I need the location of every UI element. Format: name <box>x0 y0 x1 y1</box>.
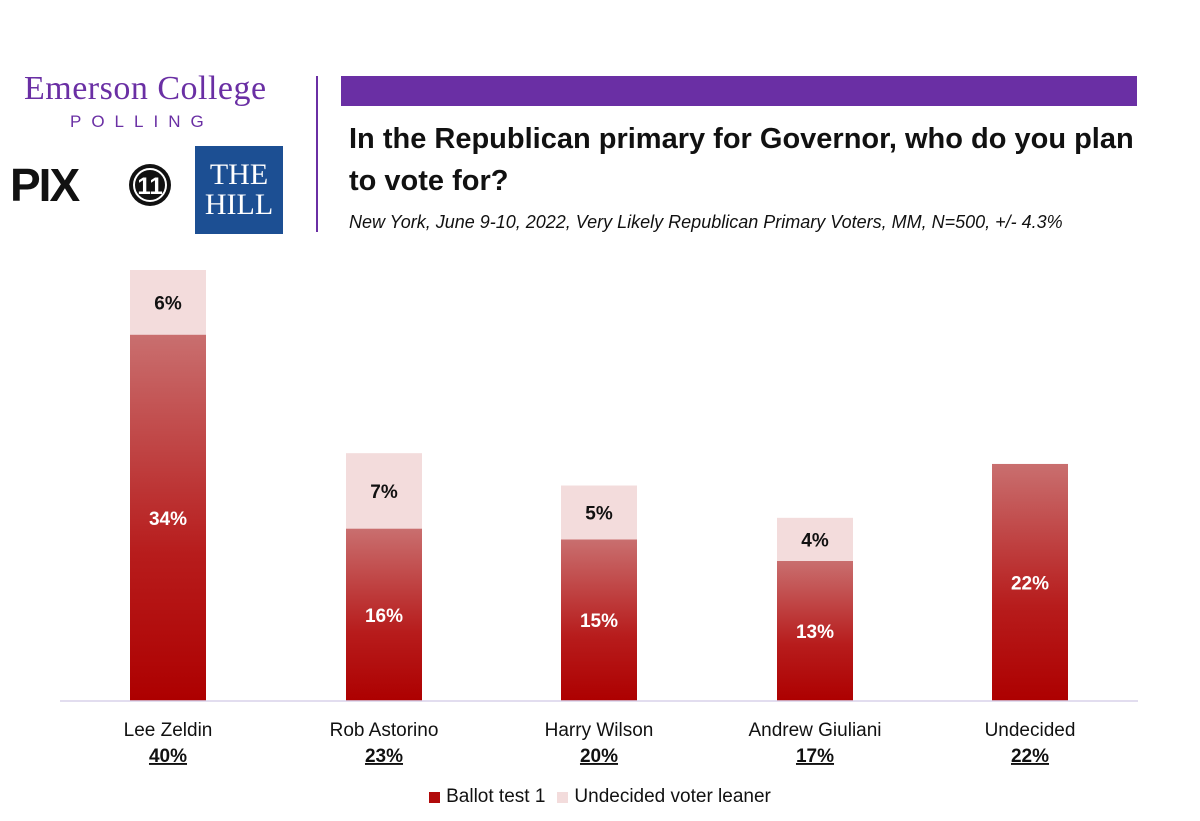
category-total-0: 40% <box>149 746 187 767</box>
header-divider <box>316 76 318 232</box>
polling-wordmark: POLLING <box>70 112 214 131</box>
bar-leaner-3 <box>777 517 853 561</box>
bar-leaner-0 <box>130 270 206 335</box>
emerson-college-wordmark: Emerson College <box>24 70 267 107</box>
pix-wordmark: PIX <box>10 160 80 210</box>
category-label-2: Harry Wilson <box>545 720 654 741</box>
legend-label-leaner: Undecided voter leaner <box>574 786 771 807</box>
category-label-1: Rob Astorino <box>330 720 439 741</box>
category-total-4: 22% <box>1011 746 1049 767</box>
data-label-ballot-0: 34% <box>149 509 187 530</box>
category-total-1: 23% <box>365 746 403 767</box>
the-hill-line1: THE <box>209 158 269 191</box>
chart-legend: Ballot test 1 Undecided voter leaner <box>0 786 1200 808</box>
legend-swatch-ballot <box>429 791 441 803</box>
chart-subtitle: New York, June 9-10, 2022, Very Likely R… <box>349 212 1063 232</box>
pix-eleven-badge <box>129 164 171 206</box>
bar-leaner-2 <box>561 485 637 540</box>
the-hill-logo: THE HILL <box>195 146 283 234</box>
data-label-ballot-4: 22% <box>1011 573 1049 594</box>
data-label-ballot-3: 13% <box>796 622 834 643</box>
category-label-4: Undecided <box>985 720 1076 741</box>
data-label-leaner-3: 4% <box>801 530 829 551</box>
data-label-leaner-2: 5% <box>585 503 613 524</box>
pix-eleven-number: 11 <box>137 173 162 200</box>
data-label-leaner-0: 6% <box>154 293 182 314</box>
pix11-logo: PIX 11 <box>10 160 171 210</box>
bar-ballot-1 <box>346 528 422 701</box>
bar-leaner-1 <box>346 453 422 529</box>
header-accent-bar <box>341 76 1137 106</box>
bar-ballot-3 <box>777 560 853 701</box>
category-label-0: Lee Zeldin <box>124 720 213 741</box>
the-hill-line2: HILL <box>204 188 274 221</box>
legend-item-ballot: Ballot test 1 <box>429 786 545 808</box>
category-label-3: Andrew Giuliani <box>748 720 881 741</box>
legend-swatch-leaner <box>557 791 569 803</box>
bar-ballot-4 <box>992 463 1068 701</box>
data-label-leaner-1: 7% <box>370 482 398 503</box>
emerson-college-polling-logo: Emerson College POLLING <box>24 70 294 132</box>
category-total-3: 17% <box>796 746 834 767</box>
legend-label-ballot: Ballot test 1 <box>446 786 546 807</box>
bar-ballot-0 <box>130 334 206 701</box>
legend-item-leaner: Undecided voter leaner <box>557 786 771 808</box>
category-total-2: 20% <box>580 746 618 767</box>
chart-title: In the Republican primary for Governor, … <box>349 123 1134 197</box>
data-label-ballot-1: 16% <box>365 606 403 627</box>
data-label-ballot-2: 15% <box>580 611 618 632</box>
pix-eleven-badge-ring <box>133 168 167 202</box>
bar-ballot-2 <box>561 539 637 701</box>
